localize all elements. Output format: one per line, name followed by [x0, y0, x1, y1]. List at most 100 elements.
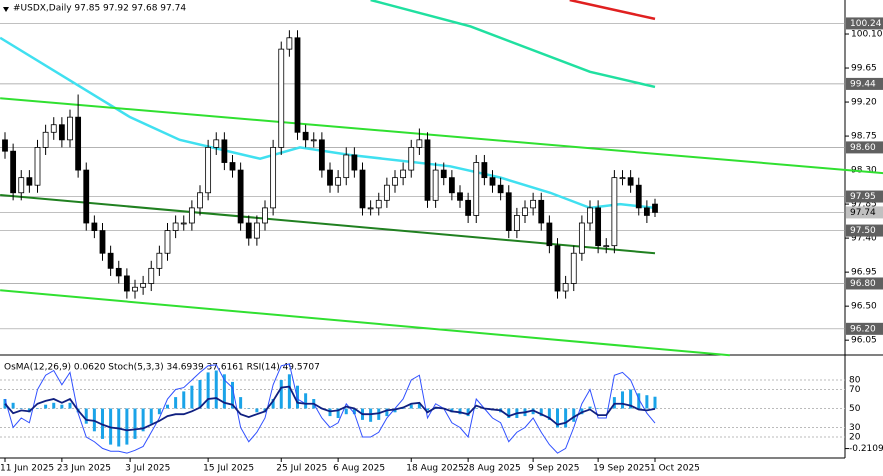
level-label: 100.24 — [850, 19, 882, 29]
candle-body — [26, 177, 33, 186]
level-label: 97.74 — [850, 208, 876, 218]
osma-bar — [247, 408, 251, 409]
ind-tick-label: 20 — [849, 433, 861, 443]
candle-body — [58, 124, 65, 141]
x-tick-label: 15 Jul 2025 — [203, 464, 254, 474]
candle-body — [489, 177, 496, 186]
osma-bar — [466, 408, 470, 417]
overlay-line — [370, 0, 656, 89]
candle-body — [318, 139, 325, 171]
x-tick-label: 9 Sep 2025 — [528, 464, 579, 474]
osma-bar — [174, 397, 178, 409]
osma-bar — [84, 408, 88, 424]
candle-body — [432, 169, 439, 201]
candle-body — [351, 154, 358, 171]
indicator-line — [4, 385, 656, 432]
x-tick-label: 23 Jun 2025 — [57, 464, 111, 474]
osma-bar — [206, 372, 210, 409]
osma-bar — [344, 408, 348, 415]
candle-body — [457, 192, 463, 201]
candle-body — [148, 267, 155, 284]
level-label: 99.44 — [850, 79, 876, 89]
ind-tick-label: 70 — [849, 385, 861, 395]
overlay-line — [0, 289, 730, 357]
osma-bar — [434, 408, 438, 409]
candle-body — [180, 222, 187, 225]
candle-body — [522, 207, 528, 216]
ind-tick-label: 30 — [849, 423, 861, 433]
overlay-line — [0, 194, 656, 255]
osma-bar — [409, 404, 413, 409]
candle-body — [595, 207, 602, 247]
osma-bar — [539, 408, 543, 417]
y-tick-label: 96.95 — [851, 268, 877, 278]
osma-bar — [458, 408, 462, 415]
osma-bar — [271, 399, 275, 409]
osma-bar — [141, 408, 145, 432]
osma-bar — [92, 408, 96, 432]
candle-body — [335, 177, 342, 186]
candle-body — [367, 207, 374, 210]
candle-body — [262, 207, 268, 224]
candle-body — [197, 192, 203, 209]
candle-body — [172, 222, 179, 231]
candle-body — [587, 207, 593, 224]
osma-bar — [564, 408, 568, 428]
osma-bar — [352, 408, 356, 415]
candle-body — [481, 162, 488, 179]
candle-body — [627, 177, 634, 186]
osma-bar — [645, 395, 649, 409]
candle-body — [140, 283, 147, 288]
candle-body — [34, 147, 41, 186]
y-tick-label: 98.75 — [851, 132, 877, 142]
osma-bar — [336, 408, 340, 418]
candle-body — [603, 245, 610, 248]
osma-bar — [157, 408, 161, 415]
candle-body — [302, 131, 309, 141]
osma-bar — [507, 408, 511, 418]
candle-body — [10, 150, 17, 194]
candle-body — [50, 124, 57, 133]
candle-body — [400, 169, 407, 179]
osma-bar — [287, 374, 291, 409]
x-tick-label: 1 Oct 2025 — [650, 464, 700, 474]
level-tag — [846, 190, 883, 203]
candle-body — [440, 169, 447, 179]
level-label: 97.50 — [850, 226, 876, 236]
candle-body — [392, 177, 398, 186]
osma-bar — [125, 408, 129, 445]
candle-body — [652, 203, 658, 213]
candle-body — [221, 139, 228, 163]
osma-bar — [222, 374, 226, 409]
overlay-line — [569, 0, 656, 21]
osma-bar — [68, 402, 72, 409]
candle-body — [465, 199, 472, 216]
candle-body — [156, 252, 163, 269]
osma-bar — [44, 404, 48, 409]
osma-bar — [11, 402, 15, 409]
candle-body — [294, 37, 301, 133]
candle-body — [310, 139, 317, 142]
osma-bar — [52, 402, 56, 409]
y-tick-label: 96.05 — [851, 336, 877, 346]
osma-bar — [547, 408, 551, 420]
y-tick-label: 99.20 — [851, 98, 877, 108]
osma-bar — [231, 381, 234, 409]
osma-bar — [133, 408, 137, 439]
y-tick-label: 96.50 — [851, 302, 877, 312]
candle-body — [286, 37, 293, 50]
candle-body — [383, 184, 390, 201]
candle-body — [538, 199, 545, 224]
osma-bar — [369, 408, 373, 422]
candle-body — [83, 169, 90, 224]
y2-tick-label: -0.2109 — [849, 444, 883, 454]
candle-body — [530, 199, 537, 209]
candle-body — [91, 222, 98, 231]
candle-body — [473, 162, 480, 216]
osma-bar — [637, 393, 641, 409]
osma-bar — [190, 385, 194, 409]
y-tick-label: 99.65 — [851, 64, 877, 74]
y-tick-label: 97.40 — [851, 234, 877, 244]
candle-body — [497, 184, 504, 194]
